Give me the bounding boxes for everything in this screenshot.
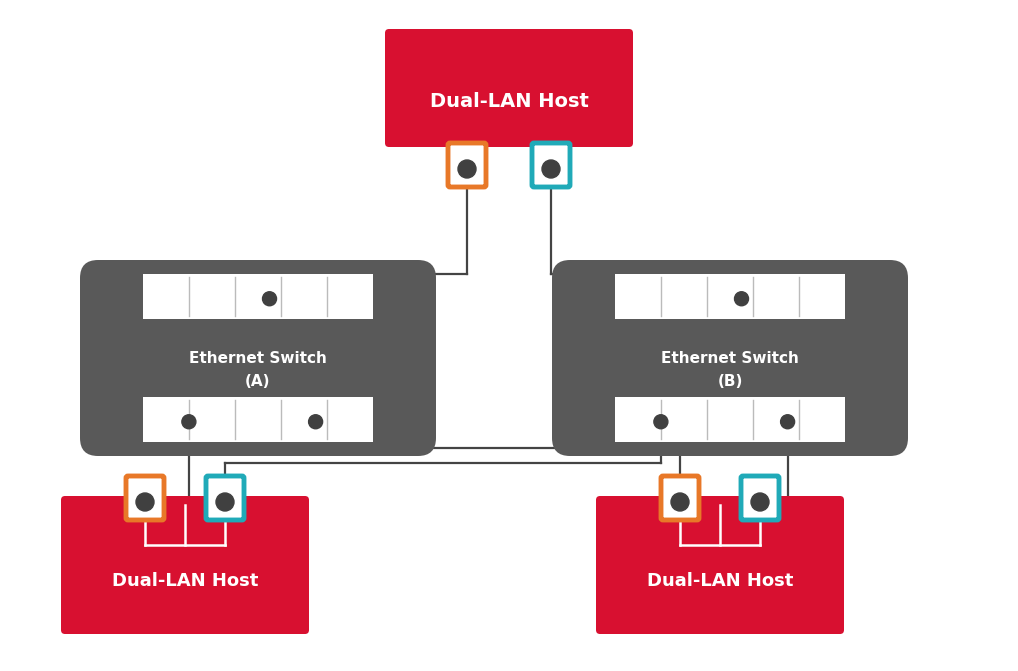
Text: Ethernet Switch
(B): Ethernet Switch (B) [661, 352, 799, 389]
Circle shape [308, 415, 323, 429]
FancyBboxPatch shape [76, 332, 112, 384]
Circle shape [216, 493, 234, 511]
Circle shape [781, 415, 795, 429]
Text: Dual-LAN Host: Dual-LAN Host [646, 572, 793, 590]
Circle shape [751, 493, 769, 511]
FancyBboxPatch shape [596, 496, 844, 634]
Text: Dual-LAN Host: Dual-LAN Host [112, 572, 259, 590]
Circle shape [542, 160, 560, 178]
Circle shape [458, 160, 476, 178]
Circle shape [654, 415, 668, 429]
FancyBboxPatch shape [532, 143, 570, 187]
Circle shape [136, 493, 154, 511]
FancyBboxPatch shape [126, 476, 164, 520]
Text: Dual-LAN Host: Dual-LAN Host [430, 92, 588, 111]
FancyBboxPatch shape [61, 496, 309, 634]
Circle shape [735, 292, 748, 306]
FancyBboxPatch shape [876, 332, 912, 384]
FancyBboxPatch shape [548, 332, 584, 384]
FancyBboxPatch shape [143, 274, 374, 319]
FancyBboxPatch shape [385, 29, 633, 147]
FancyBboxPatch shape [615, 274, 845, 319]
Circle shape [182, 415, 195, 429]
FancyBboxPatch shape [552, 260, 908, 456]
FancyBboxPatch shape [448, 143, 486, 187]
FancyBboxPatch shape [404, 332, 440, 384]
FancyBboxPatch shape [80, 260, 436, 456]
FancyBboxPatch shape [661, 476, 699, 520]
Circle shape [671, 493, 689, 511]
FancyBboxPatch shape [615, 397, 845, 442]
FancyBboxPatch shape [206, 476, 244, 520]
Circle shape [263, 292, 277, 306]
FancyBboxPatch shape [143, 397, 374, 442]
Text: Ethernet Switch
(A): Ethernet Switch (A) [189, 352, 327, 389]
FancyBboxPatch shape [741, 476, 779, 520]
